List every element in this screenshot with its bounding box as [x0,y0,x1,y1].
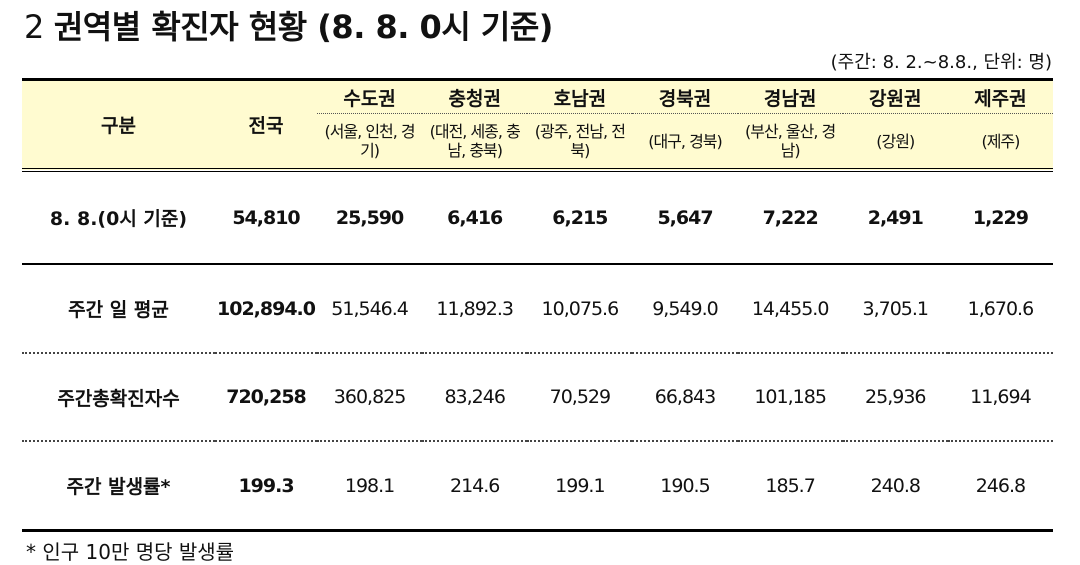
header-region-name: 수도권 [317,79,423,114]
header-total: 전국 [215,79,317,172]
cell-value: 1,229 [947,170,1053,265]
cell-value: 198.1 [317,441,423,532]
page-title: 2 권역별 확진자 현황 (8. 8. 0시 기준) [24,2,553,48]
cell-value: 6,416 [422,170,528,265]
cell-value: 25,590 [317,170,423,265]
header-region-sub: (대전, 세종, 충남, 충북) [429,122,521,160]
header-region-sub: (강원) [876,131,915,151]
header-region-name: 경북권 [632,79,738,114]
cell-value: 199.1 [527,441,633,532]
footnote: * 인구 10만 명당 발생률 [26,540,235,564]
header-region-name: 경남권 [737,79,843,114]
cell-value: 10,075.6 [527,264,633,354]
header-region-name: 제주권 [947,79,1053,114]
row-label: 주간 발생률* [22,441,215,532]
cell-value: 11,892.3 [422,264,528,354]
cell-value: 9,549.0 [632,264,738,354]
cell-total: 720,258 [215,353,317,442]
regional-cases-table: 구분 전국 수도권 충청권 호남권 경북권 경남권 강원권 제주권 (서울, 인… [22,78,1053,532]
header-region-name: 호남권 [527,79,633,114]
cell-total: 199.3 [215,441,317,532]
unit-note: (주간: 8. 2.~8.8., 단위: 명) [830,52,1052,73]
header-region-sub: (제주) [981,131,1020,151]
cell-value: 2,491 [842,170,948,265]
table-row: 8. 8.(0시 기준) 54,810 25,590 6,416 6,215 5… [22,170,1053,265]
cell-value: 14,455.0 [737,264,843,354]
cell-total: 54,810 [215,170,317,265]
header-region-sub: (서울, 인천, 경기) [324,122,415,160]
cell-value: 185.7 [737,441,843,532]
header-region-sub: (광주, 전남, 전북) [534,122,626,160]
cell-value: 214.6 [422,441,528,532]
cell-value: 83,246 [422,353,528,442]
cell-value: 11,694 [947,353,1053,442]
header-region-name: 충청권 [422,79,528,114]
cell-value: 7,222 [737,170,843,265]
cell-value: 190.5 [632,441,738,532]
row-label: 8. 8.(0시 기준) [22,170,215,265]
cell-value: 360,825 [317,353,423,442]
cell-value: 5,647 [632,170,738,265]
cell-value: 1,670.6 [947,264,1053,354]
cell-value: 246.8 [947,441,1053,532]
header-row-regions: 구분 전국 수도권 충청권 호남권 경북권 경남권 강원권 제주권 [22,79,1053,172]
cell-value: 6,215 [527,170,633,265]
header-label: 구분 [22,79,215,172]
cell-value: 25,936 [842,353,948,442]
row-label: 주간 일 평균 [22,264,215,354]
row-label: 주간총확진자수 [22,353,215,442]
header-region-name: 강원권 [842,79,948,114]
table-row: 주간 일 평균 102,894.0 51,546.4 11,892.3 10,0… [22,264,1053,354]
regional-cases-table-wrap: 구분 전국 수도권 충청권 호남권 경북권 경남권 강원권 제주권 (서울, 인… [22,78,1053,532]
title-text: 권역별 확진자 현황 (8. 8. 0시 기준) [53,8,554,46]
table-row: 주간 발생률* 199.3 198.1 214.6 199.1 190.5 18… [22,441,1053,532]
cell-total: 102,894.0 [215,264,317,354]
cell-value: 66,843 [632,353,738,442]
cell-value: 51,546.4 [317,264,423,354]
cell-value: 240.8 [842,441,948,532]
cell-value: 70,529 [527,353,633,442]
cell-value: 3,705.1 [842,264,948,354]
cell-value: 101,185 [737,353,843,442]
header-region-sub: (대구, 경북) [648,131,723,151]
header-region-sub: (부산, 울산, 경남) [745,122,836,160]
table-row: 주간총확진자수 720,258 360,825 83,246 70,529 66… [22,353,1053,442]
section-number: 2 [24,8,44,46]
